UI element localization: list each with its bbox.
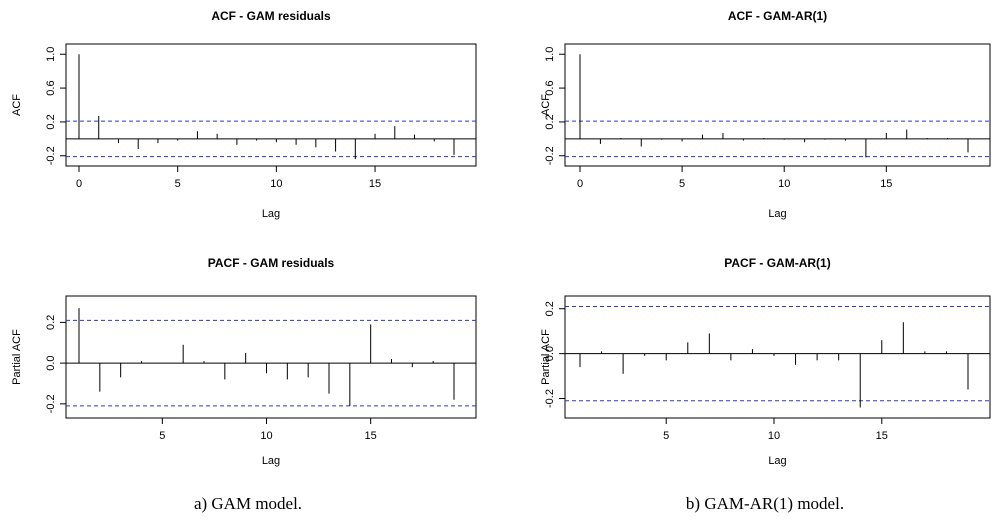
x-tick-label: 5	[175, 178, 181, 190]
x-axis-label: Lag	[262, 455, 280, 467]
x-tick-label: 15	[365, 430, 377, 442]
acf-gam-residuals-panel: ACF - GAM residuals Lag ACF 0 5 10 15 1.0 0.6 0.2…	[11, 9, 477, 220]
x-tick-label: 0	[577, 178, 583, 190]
chart-title: PACF - GAM-AR(1)	[724, 256, 830, 270]
y-tick-label: 0.2	[45, 114, 57, 129]
y-axis-label: Partial ACF	[11, 329, 23, 385]
y-tick-label: 0.0	[544, 346, 556, 361]
x-axis-label: Lag	[768, 455, 786, 467]
x-tick-label: 15	[369, 178, 381, 190]
x-tick-label: 0	[76, 178, 82, 190]
y-tick-label: 0.6	[544, 80, 556, 95]
chart-title: ACF - GAM-AR(1)	[728, 9, 827, 23]
y-tick-label: -0.2	[544, 146, 556, 165]
x-tick-label: 15	[876, 430, 888, 442]
plot-frame	[564, 43, 991, 167]
chart-title: PACF - GAM residuals	[208, 256, 335, 270]
x-tick-label: 15	[880, 178, 892, 190]
y-tick-label: 0.2	[544, 301, 556, 316]
x-tick-label: 5	[663, 430, 669, 442]
y-tick-label: 1.0	[45, 47, 57, 62]
y-tick-label: 0.6	[45, 80, 57, 95]
y-axis-label: ACF	[540, 94, 552, 116]
pacf-gam-ar1-panel: PACF - GAM-AR(1) Lag Partial ACF 5 10 15 0.2 0.…	[540, 256, 991, 467]
y-axis-label: ACF	[11, 94, 23, 116]
x-axis-label: Lag	[768, 208, 786, 220]
y-tick-label: 1.0	[544, 47, 556, 62]
x-tick-label: 5	[679, 178, 685, 190]
caption-gam-model: a) GAM model.	[193, 494, 303, 513]
plot-frame	[564, 295, 991, 419]
plot-frame	[65, 295, 477, 419]
pacf-gam-residuals-panel: PACF - GAM residuals Lag Partial ACF 5 10 15 0…	[11, 256, 477, 467]
y-tick-label: 0.2	[45, 315, 57, 330]
x-axis-label: Lag	[262, 208, 280, 220]
x-tick-label: 10	[270, 178, 282, 190]
y-tick-label: -0.2	[45, 394, 57, 413]
chart-title: ACF - GAM residuals	[211, 9, 331, 23]
x-tick-label: 10	[768, 430, 780, 442]
y-tick-label: -0.2	[544, 389, 556, 408]
caption-gam-ar1-model: b) GAM-AR(1) model.	[685, 494, 845, 513]
x-tick-label: 5	[159, 430, 165, 442]
acf-gam-ar1-panel: ACF - GAM-AR(1) Lag ACF 0 5 10 15 1.0 0.6 0.2 -0.2	[540, 9, 991, 220]
plot-frame	[65, 43, 477, 167]
y-tick-label: 0.0	[45, 355, 57, 370]
x-tick-label: 10	[778, 178, 790, 190]
y-tick-label: 0.2	[544, 114, 556, 129]
y-axis-label: Partial ACF	[540, 329, 552, 385]
y-tick-label: -0.2	[45, 146, 57, 165]
x-tick-label: 10	[260, 430, 272, 442]
